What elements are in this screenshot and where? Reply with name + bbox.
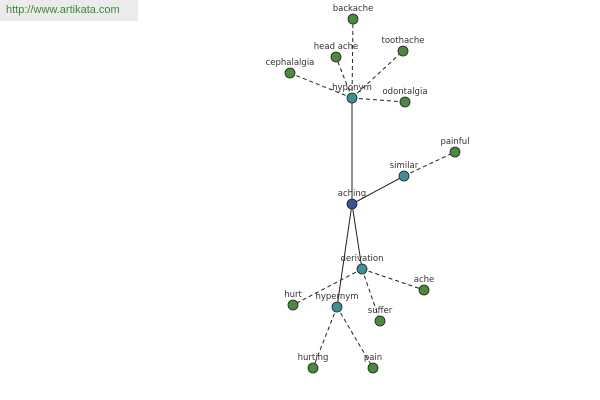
edges — [289, 18, 456, 369]
node[interactable] — [284, 67, 296, 79]
edge — [351, 203, 363, 270]
edge-dashed — [361, 268, 381, 322]
node-label[interactable]: hypernym — [315, 292, 358, 302]
edge — [351, 175, 405, 205]
edge-dashed — [351, 97, 406, 103]
edge-dashed — [312, 306, 338, 369]
edge-dashed — [292, 268, 363, 306]
edge-dashed — [361, 268, 425, 291]
node[interactable] — [397, 45, 409, 57]
node-label[interactable]: pain — [364, 353, 382, 363]
node-label[interactable]: painful — [440, 137, 469, 147]
node[interactable] — [367, 362, 379, 374]
edge-dashed — [403, 151, 456, 177]
site-url[interactable]: http://www.artikata.com — [0, 0, 138, 21]
node-label[interactable]: aching — [338, 189, 366, 199]
node-label[interactable]: odontalgia — [382, 87, 427, 97]
node[interactable] — [287, 299, 299, 311]
node[interactable] — [356, 263, 368, 275]
node-label[interactable]: head ache — [314, 42, 358, 52]
node[interactable] — [398, 170, 410, 182]
node[interactable] — [399, 96, 411, 108]
node-label[interactable]: toothache — [382, 36, 425, 46]
node[interactable] — [449, 146, 461, 158]
node-label[interactable]: hurt — [284, 290, 302, 300]
node-label[interactable]: hurting — [298, 353, 329, 363]
node[interactable] — [346, 92, 358, 104]
node[interactable] — [307, 362, 319, 374]
node-label[interactable]: ache — [414, 275, 435, 285]
node[interactable] — [347, 13, 359, 25]
edge-dashed — [351, 18, 354, 99]
node[interactable] — [346, 198, 358, 210]
node-label[interactable]: suffer — [368, 306, 393, 316]
edge-dashed — [351, 50, 404, 99]
node[interactable] — [418, 284, 430, 296]
node-label[interactable]: derivation — [340, 254, 383, 264]
nodes: aching hyponym similar derivation hypernym ba… — [266, 4, 470, 374]
edge-dashed — [335, 56, 353, 99]
node-label[interactable]: cephalalgia — [266, 58, 315, 68]
edge — [336, 203, 353, 308]
node[interactable] — [330, 51, 342, 63]
node[interactable] — [331, 301, 343, 313]
node-label[interactable]: hyponym — [332, 83, 372, 93]
node[interactable] — [374, 315, 386, 327]
node-label[interactable]: similar — [390, 161, 419, 171]
edge-dashed — [336, 306, 374, 369]
node-label[interactable]: backache — [333, 4, 374, 14]
